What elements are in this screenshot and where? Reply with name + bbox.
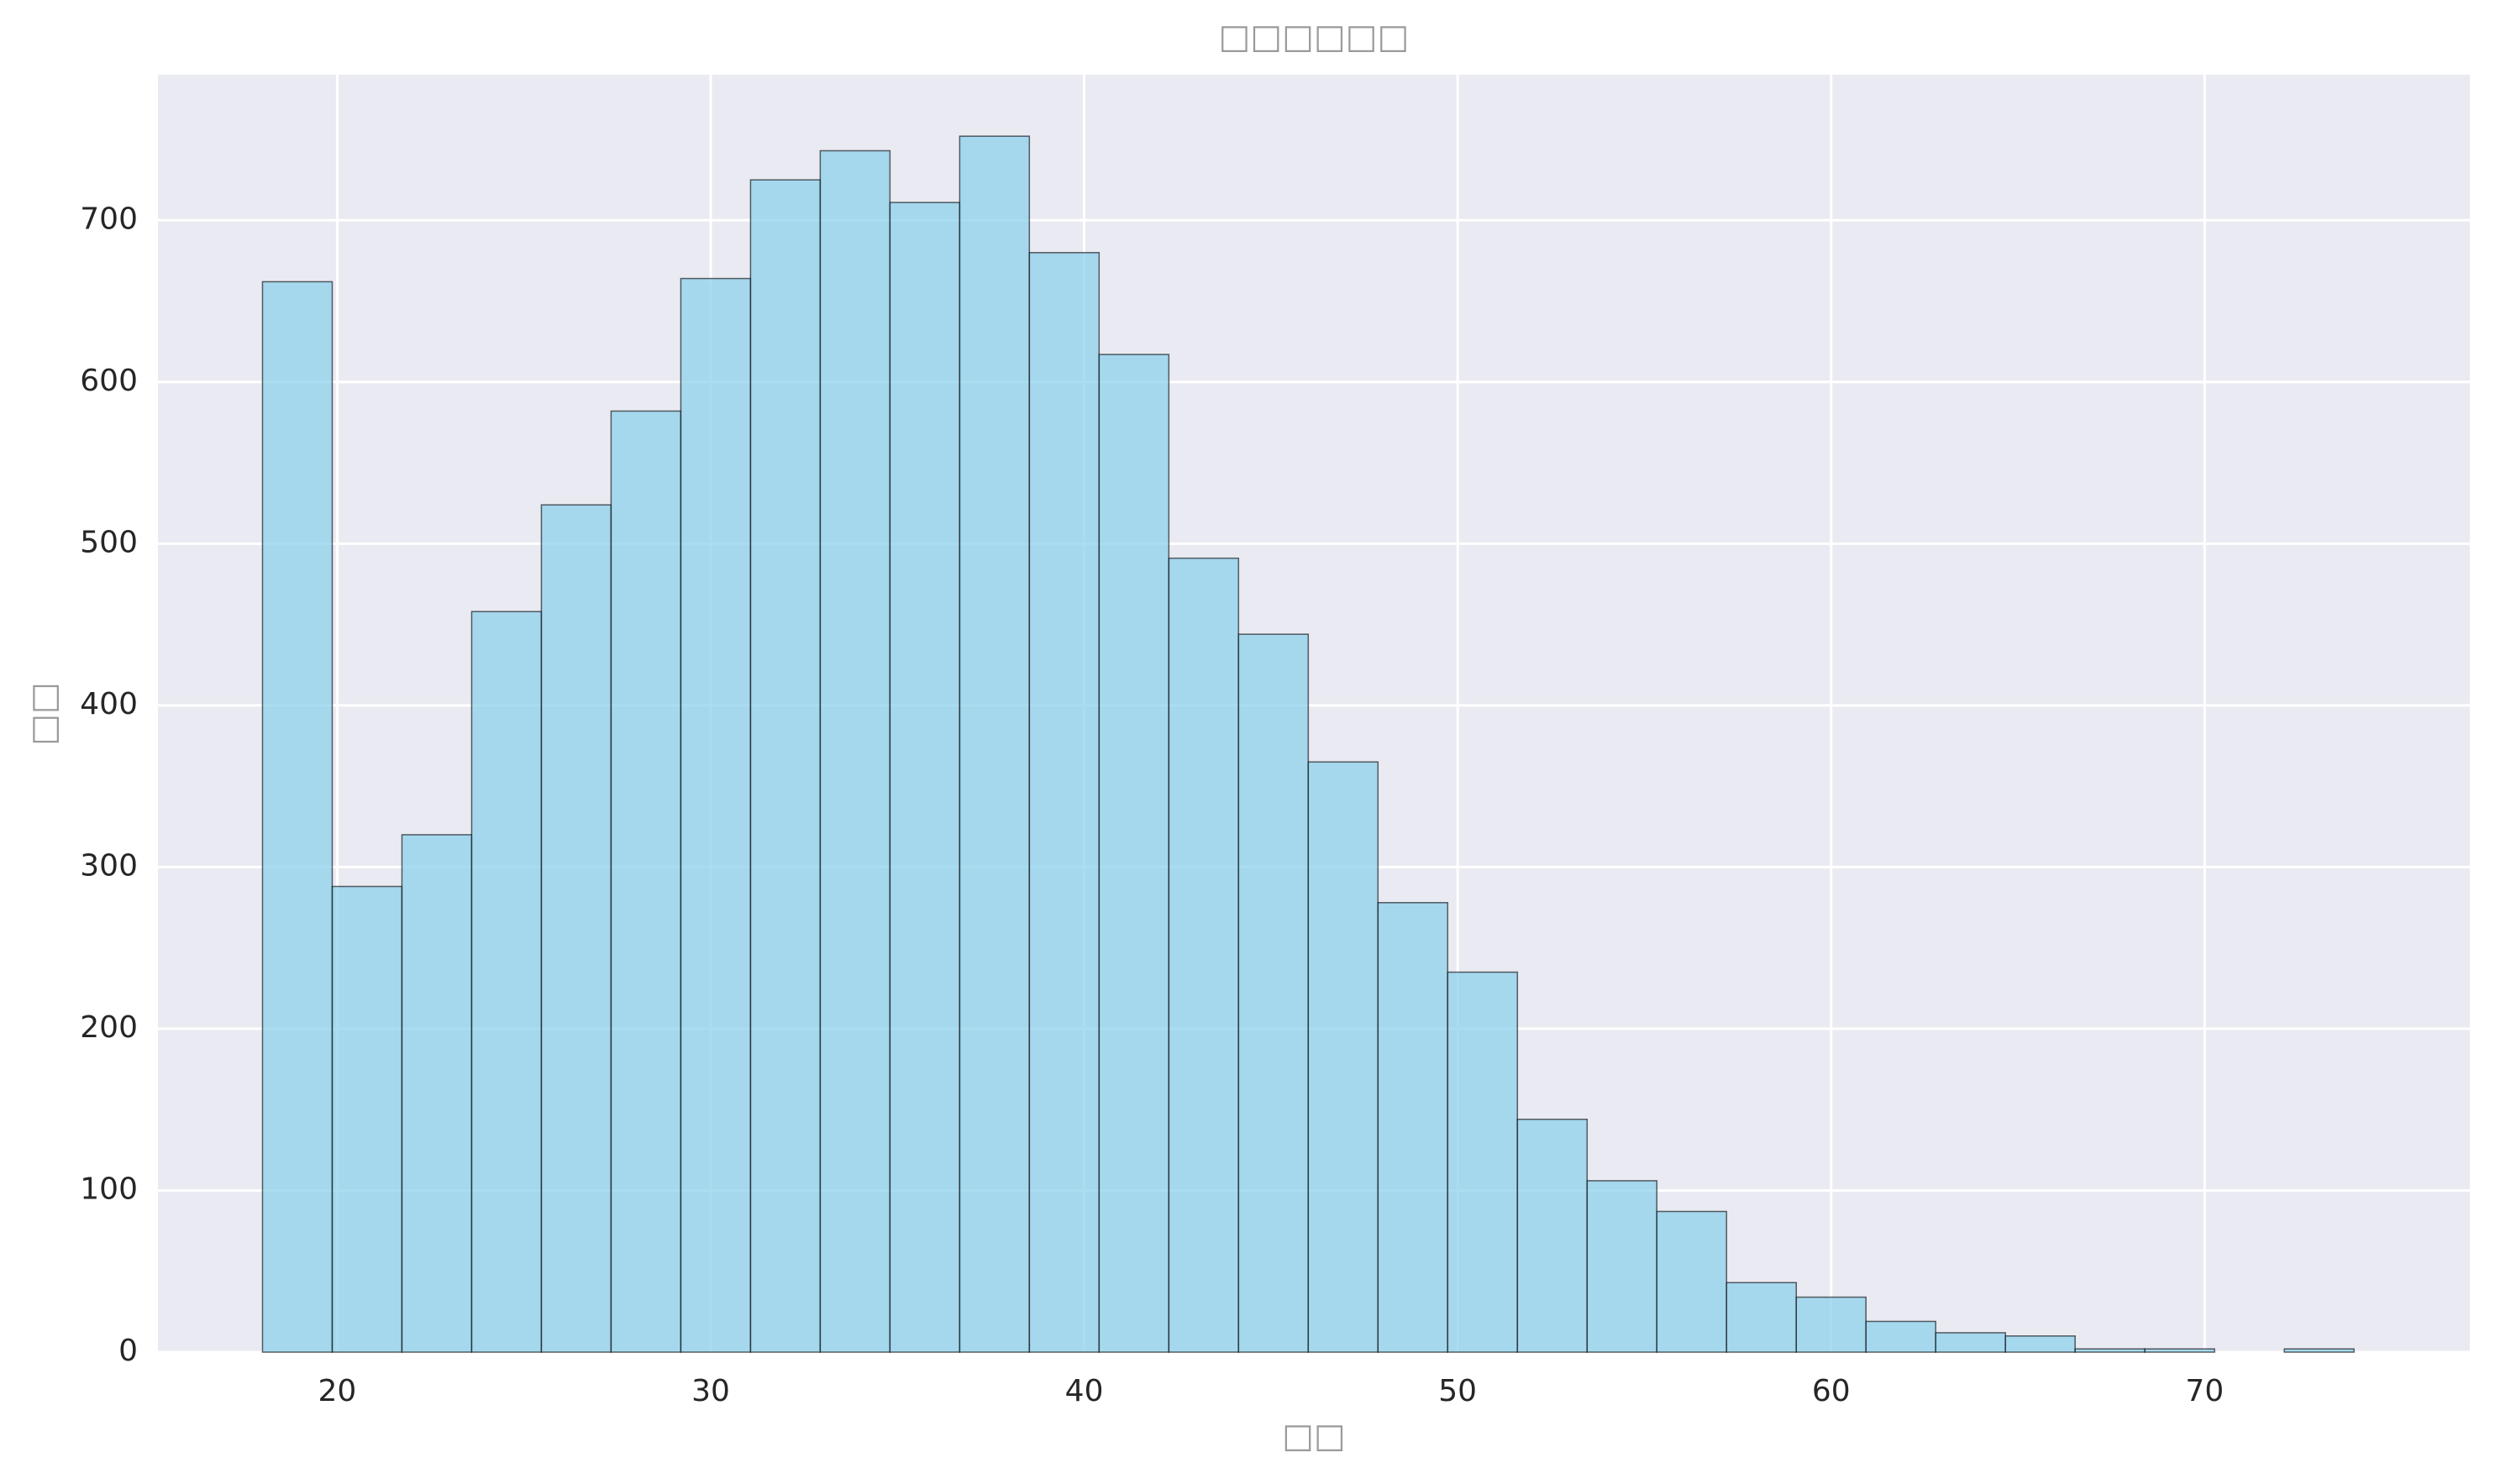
x-tick-label: 70 bbox=[2185, 1374, 2224, 1408]
y-tick-label: 600 bbox=[80, 364, 138, 398]
bar bbox=[1516, 1119, 1589, 1353]
bar bbox=[1656, 1210, 1728, 1353]
bar bbox=[819, 149, 891, 1353]
bar bbox=[1098, 354, 1170, 1353]
bar bbox=[540, 504, 612, 1353]
bar bbox=[1935, 1332, 2006, 1353]
bar bbox=[2074, 1348, 2146, 1353]
bar bbox=[610, 410, 682, 1353]
y-tick-label: 300 bbox=[80, 848, 138, 883]
x-tick-label: 50 bbox=[1438, 1374, 1477, 1408]
bar bbox=[1237, 633, 1310, 1353]
bar bbox=[1447, 971, 1519, 1353]
bar bbox=[1795, 1296, 1867, 1353]
bar bbox=[1725, 1282, 1798, 1353]
bar bbox=[401, 834, 473, 1353]
y-tick-label: 400 bbox=[80, 687, 138, 721]
bar bbox=[2144, 1348, 2215, 1353]
y-tick-label: 100 bbox=[80, 1172, 138, 1206]
y-tick-label: 700 bbox=[80, 202, 138, 236]
y-tick-label: 200 bbox=[80, 1010, 138, 1045]
x-tick-label: 30 bbox=[691, 1374, 730, 1408]
bar bbox=[1028, 252, 1100, 1353]
bar bbox=[1586, 1180, 1658, 1353]
y-axis-label: □□ bbox=[24, 682, 63, 746]
bar bbox=[1865, 1320, 1936, 1353]
x-tick-label: 40 bbox=[1065, 1374, 1104, 1408]
bar bbox=[889, 202, 961, 1353]
bar bbox=[331, 885, 403, 1353]
y-tick-label: 500 bbox=[80, 525, 138, 559]
bar bbox=[2004, 1335, 2076, 1353]
bar bbox=[1377, 902, 1449, 1353]
y-tick-label: 0 bbox=[118, 1334, 138, 1368]
bar bbox=[749, 179, 822, 1353]
x-axis-label: □□ bbox=[1282, 1417, 1346, 1455]
bar bbox=[959, 135, 1031, 1353]
x-tick-label: 20 bbox=[318, 1374, 356, 1408]
chart-title: □□□□□□ bbox=[1219, 18, 1410, 56]
bar bbox=[1168, 557, 1240, 1353]
bar bbox=[470, 611, 543, 1353]
bar bbox=[261, 281, 334, 1353]
x-tick-label: 60 bbox=[1812, 1374, 1851, 1408]
bar bbox=[2283, 1348, 2355, 1353]
bar bbox=[680, 277, 752, 1353]
bar bbox=[1307, 761, 1379, 1353]
